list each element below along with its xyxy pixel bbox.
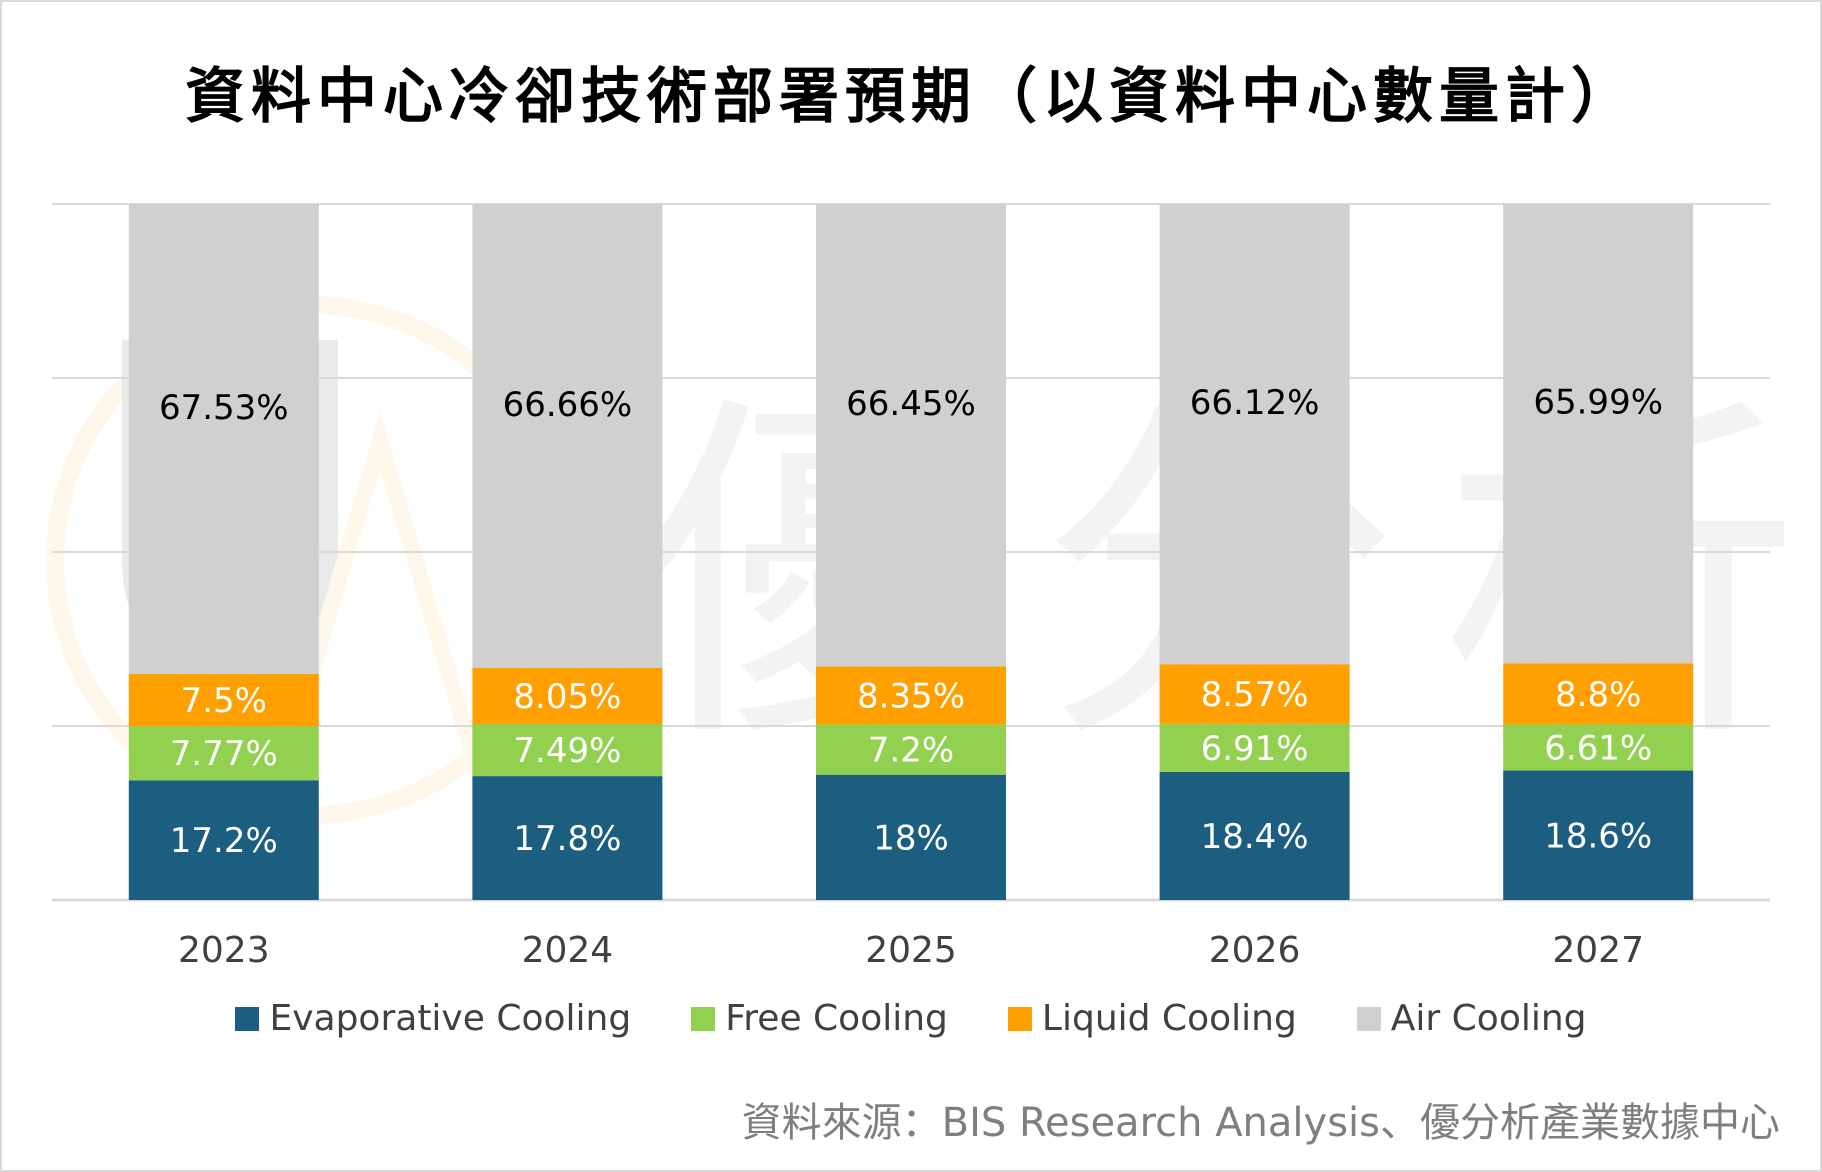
bar-segment <box>128 204 319 675</box>
bar-segment <box>472 776 663 900</box>
legend-item-air: Air Cooling <box>1356 998 1587 1039</box>
bar-segment <box>816 724 1006 775</box>
data-label: 66.45% <box>846 384 976 424</box>
bar-segment <box>816 666 1006 725</box>
data-label: 8.35% <box>857 677 965 717</box>
chart-title: 資料中心冷卻技術部署預期（以資料中心數量計） <box>185 62 1637 132</box>
bar-segment <box>1159 664 1350 724</box>
bar-segment <box>1503 204 1694 664</box>
data-label: 8.8% <box>1555 675 1641 715</box>
data-label: 7.49% <box>513 731 621 771</box>
x-tick-label: 2024 <box>522 930 614 971</box>
data-label: 18.6% <box>1544 816 1652 856</box>
data-label: 7.77% <box>170 734 278 774</box>
legend-swatch-evaporative <box>235 1006 260 1031</box>
bar-segment <box>816 774 1006 900</box>
data-label: 6.91% <box>1201 729 1309 769</box>
data-label: 7.2% <box>868 731 954 771</box>
bar-segment <box>1503 724 1694 771</box>
bar-segment <box>472 723 663 777</box>
x-tick-label: 2026 <box>1209 930 1301 971</box>
data-label: 65.99% <box>1533 383 1663 423</box>
source-note: 資料來源：BIS Research Analysis、優分析產業數據中心 <box>741 1100 1780 1146</box>
data-label: 8.05% <box>513 677 621 717</box>
x-tick-label: 2025 <box>865 930 957 971</box>
data-label: 67.53% <box>159 388 289 428</box>
bar-segment <box>1503 770 1694 900</box>
bar-segment <box>472 667 663 724</box>
legend-item-evaporative: Evaporative Cooling <box>235 998 631 1039</box>
data-label: 17.2% <box>170 821 278 861</box>
bar-segment <box>128 726 319 781</box>
data-label: 6.61% <box>1544 729 1652 769</box>
data-label: 66.12% <box>1190 383 1320 423</box>
bar-segment <box>472 204 663 668</box>
x-tick-label: 2023 <box>178 930 270 971</box>
bar-segment <box>1159 204 1350 665</box>
bar-segment <box>1159 723 1350 772</box>
bar-segment <box>816 204 1006 667</box>
data-label: 18.4% <box>1201 817 1309 857</box>
legend-swatch-free <box>691 1006 716 1031</box>
bar-segment <box>128 780 319 900</box>
bar-segment <box>1503 663 1694 725</box>
legend-label-evaporative: Evaporative Cooling <box>269 998 632 1039</box>
data-label: 7.5% <box>181 681 267 721</box>
legend-swatch-air <box>1356 1006 1381 1031</box>
legend-item-free: Free Cooling <box>691 998 948 1039</box>
legend-label-free: Free Cooling <box>725 998 948 1039</box>
legend: Evaporative Cooling Free Cooling Liquid … <box>0 998 1822 1039</box>
x-tick-label: 2027 <box>1552 930 1644 971</box>
legend-label-air: Air Cooling <box>1390 998 1587 1039</box>
bar-segment <box>1159 771 1350 900</box>
data-label: 8.57% <box>1201 675 1309 715</box>
legend-label-liquid: Liquid Cooling <box>1041 998 1297 1039</box>
data-label: 17.8% <box>513 819 621 859</box>
legend-item-liquid: Liquid Cooling <box>1007 998 1297 1039</box>
bar-segment <box>128 674 319 727</box>
data-label: 66.66% <box>503 385 633 425</box>
data-label: 18% <box>873 818 949 858</box>
legend-swatch-liquid <box>1007 1006 1032 1031</box>
